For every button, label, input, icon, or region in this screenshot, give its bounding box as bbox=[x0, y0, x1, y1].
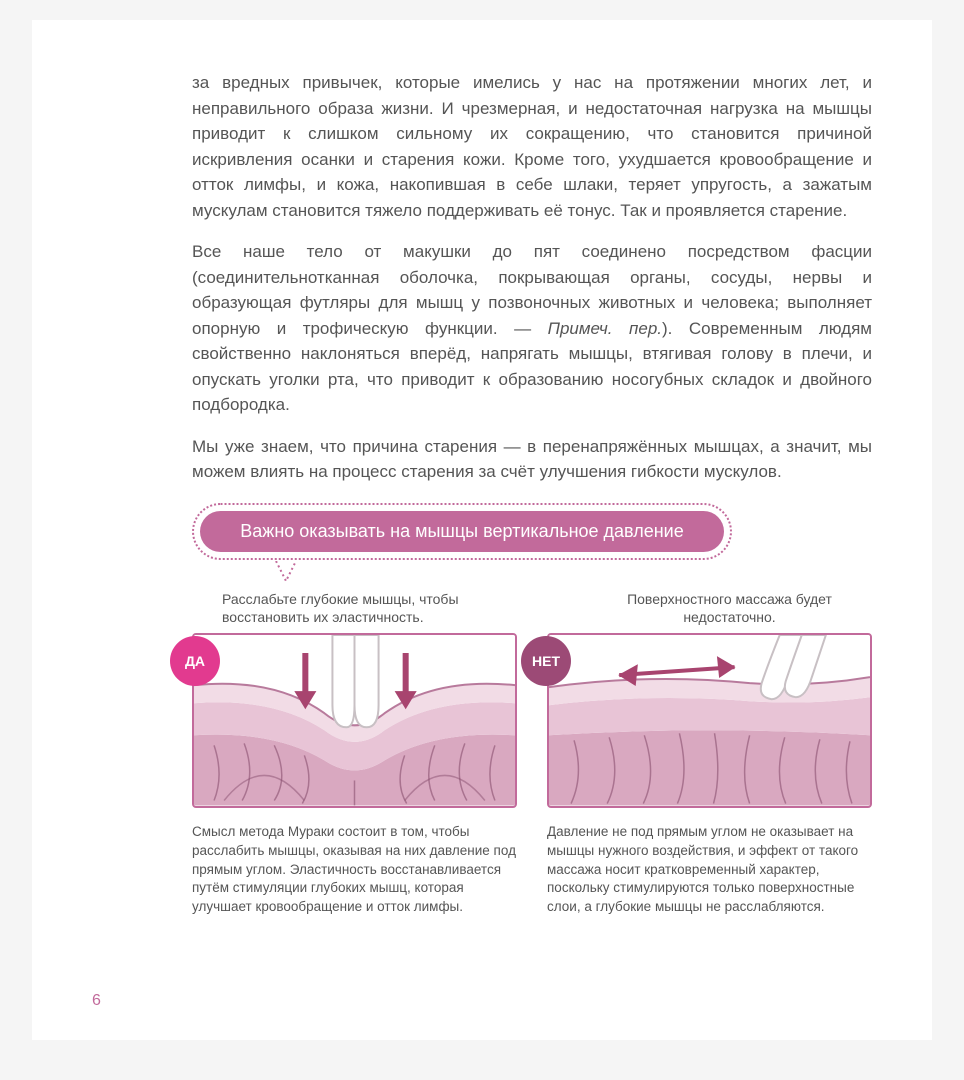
diagram-no bbox=[547, 633, 872, 808]
column-yes: Расслабьте глубокие мышцы, чтобы восстан… bbox=[192, 590, 517, 918]
diagram-yes bbox=[192, 633, 517, 808]
paragraph-2: Все наше тело от макушки до пят соединен… bbox=[192, 239, 872, 418]
badge-yes: ДА bbox=[170, 636, 220, 686]
yes-description: Смысл метода Мураки состоит в том, чтобы… bbox=[192, 823, 517, 917]
p2-em: Примеч. пер. bbox=[548, 319, 662, 338]
column-no: Поверхностного массажа будет недостаточн… bbox=[547, 590, 872, 918]
callout-box: Важно оказывать на мышцы вертикальное да… bbox=[192, 503, 872, 560]
callout-pill: Важно оказывать на мышцы вертикальное да… bbox=[200, 511, 724, 552]
no-top-caption: Поверхностного массажа будет недостаточн… bbox=[547, 590, 872, 628]
page-number: 6 bbox=[92, 992, 101, 1010]
paragraph-3: Мы уже знаем, что причина старения — в п… bbox=[192, 434, 872, 485]
fingers-pressing bbox=[332, 635, 378, 727]
badge-no: НЕТ bbox=[521, 636, 571, 686]
paragraph-1: за вредных привычек, которые имелись у н… bbox=[192, 70, 872, 223]
no-description: Давление не под прямым углом не оказывае… bbox=[547, 823, 872, 917]
book-page: за вредных привычек, которые имелись у н… bbox=[32, 20, 932, 1040]
speech-tail-icon bbox=[272, 561, 302, 585]
callout-dotted-border: Важно оказывать на мышцы вертикальное да… bbox=[192, 503, 732, 560]
comparison-columns: Расслабьте глубокие мышцы, чтобы восстан… bbox=[192, 590, 872, 918]
yes-top-caption: Расслабьте глубокие мышцы, чтобы восстан… bbox=[192, 590, 517, 628]
